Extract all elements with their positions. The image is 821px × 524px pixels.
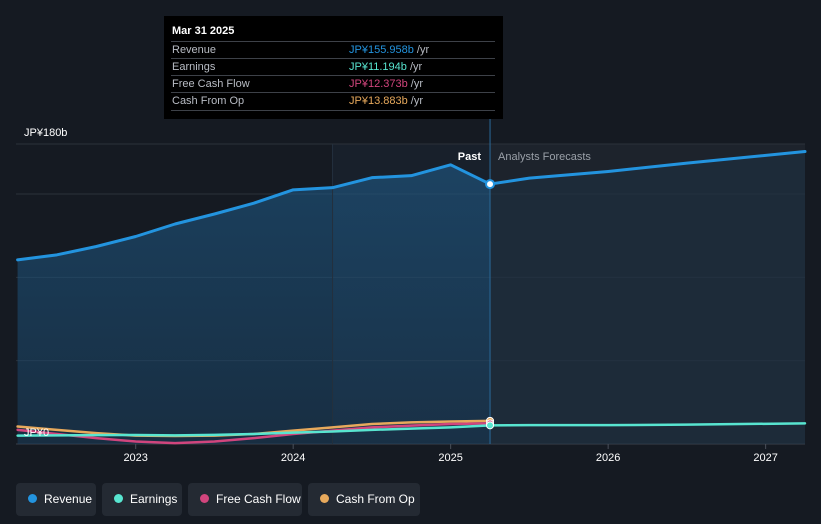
revenue-area (17, 164, 491, 445)
tooltip-label: Cash From Op (172, 95, 245, 107)
tooltip-row-earnings: Earnings JP¥11.194b /yr (171, 58, 495, 76)
tooltip-unit: /yr (407, 78, 423, 90)
y-axis-label-zero: JP¥0 (24, 427, 49, 439)
tooltip-unit: /yr (413, 44, 430, 56)
legend-item-earnings[interactable]: Earnings (102, 483, 182, 516)
tooltip-date: Mar 31 2025 (172, 25, 235, 37)
tooltip-row-free-cash-flow: Free Cash Flow JP¥12.373b /yr (171, 75, 495, 93)
y-axis-label-top: JP¥180b (24, 127, 67, 139)
legend-dot-icon (28, 494, 37, 503)
legend-item-revenue[interactable]: Revenue (16, 483, 96, 516)
tooltip-unit: /yr (406, 61, 423, 73)
tooltip-value: JP¥12.373b (349, 78, 408, 90)
tooltip-value-wrap: JP¥12.373b /yr (349, 78, 423, 90)
tooltip-row-cash-from-op: Cash From Op JP¥13.883b /yr (171, 92, 495, 111)
tooltip-value-wrap: JP¥155.958b /yr (349, 44, 429, 56)
tooltip-value-wrap: JP¥11.194b /yr (349, 61, 422, 73)
point-marker-revenue (485, 179, 496, 190)
legend-dot-icon (114, 494, 123, 503)
tooltip-label: Free Cash Flow (172, 78, 250, 90)
tooltip-unit: /yr (407, 95, 423, 107)
tooltip-label: Revenue (172, 44, 217, 56)
legend-dot-icon (320, 494, 329, 503)
forecast-label: Analysts Forecasts (498, 151, 591, 163)
revenue-line (16, 150, 807, 262)
tooltip-value: JP¥13.883b (349, 95, 408, 107)
tooltip-value-wrap: JP¥13.883b /yr (349, 95, 423, 107)
revenue-forecast-area (490, 151, 805, 444)
x-tick-label: 2027 (753, 452, 777, 464)
legend-item-cash-from-op[interactable]: Cash From Op (308, 483, 420, 516)
tooltip-value: JP¥11.194b (349, 61, 407, 73)
legend-dot-icon (200, 494, 209, 503)
x-tick-label: 2023 (123, 452, 147, 464)
free-cash-flow-line (16, 422, 492, 445)
past-label: Past (458, 151, 482, 163)
tooltip-row-revenue: Revenue JP¥155.958b /yr (171, 41, 495, 59)
data-tooltip: Mar 31 2025 Revenue JP¥155.958b /yr Earn… (164, 16, 503, 119)
x-tick-label: 2025 (438, 452, 462, 464)
legend-label: Earnings (130, 492, 178, 506)
earnings-line (16, 422, 807, 437)
x-tick-label: 2026 (596, 452, 620, 464)
legend-label: Free Cash Flow (216, 492, 301, 506)
x-tick-label: 2024 (281, 452, 305, 464)
point-marker-earnings (486, 421, 495, 430)
legend-label: Revenue (44, 492, 93, 506)
tooltip-value: JP¥155.958b (349, 44, 414, 56)
tooltip-label: Earnings (172, 61, 216, 73)
legend-label: Cash From Op (336, 492, 415, 506)
legend-item-free-cash-flow[interactable]: Free Cash Flow (188, 483, 302, 516)
